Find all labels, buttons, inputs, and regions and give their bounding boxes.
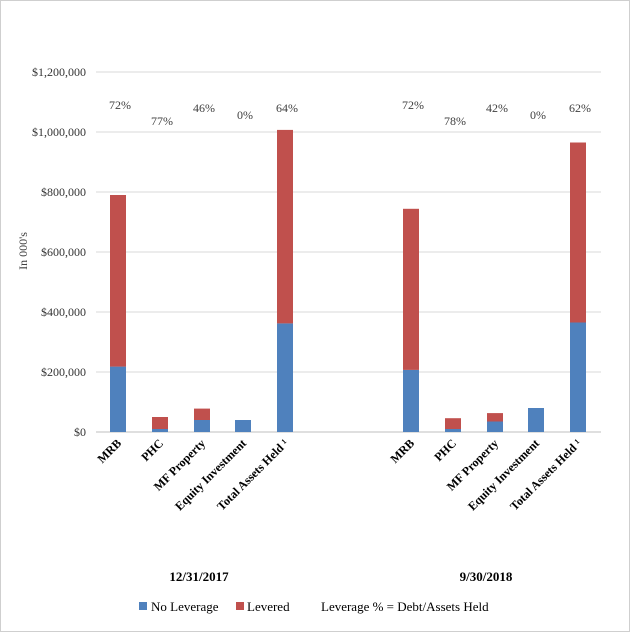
bar-no-leverage (110, 366, 126, 432)
bar-no-leverage (403, 369, 419, 432)
x-tick-label: Total Assets Held ¹ (214, 436, 291, 513)
bar-levered (487, 413, 503, 422)
bar-levered (570, 142, 586, 323)
leverage-label: 78% (444, 114, 466, 128)
bar-no-leverage (487, 421, 503, 432)
bar-levered (110, 195, 126, 367)
x-tick-label: PHC (138, 436, 166, 464)
leverage-label: 0% (530, 108, 546, 122)
x-tick-label: PHC (431, 436, 459, 464)
leverage-label: 77% (151, 114, 173, 128)
legend-swatch-no-leverage (139, 602, 147, 610)
y-tick-label: $600,000 (41, 245, 86, 259)
bar-no-leverage (528, 408, 544, 432)
y-tick-label: $0 (74, 425, 86, 439)
bar-levered (445, 418, 461, 429)
y-tick-label: $1,200,000 (32, 65, 86, 79)
leverage-label: 72% (402, 98, 424, 112)
x-tick-label: Equity Investment (172, 436, 249, 513)
leverage-label: 72% (109, 98, 131, 112)
leverage-label: 46% (193, 101, 215, 115)
leverage-label: 42% (486, 101, 508, 115)
group-label-2017: 12/31/2017 (169, 569, 229, 584)
x-tick-label: Total Assets Held ¹ (507, 436, 584, 513)
legend-label-no-leverage: No Leverage (151, 599, 219, 614)
group-label-2018: 9/30/2018 (460, 569, 513, 584)
legend: No Leverage Levered Leverage % = Debt/As… (139, 599, 489, 614)
bars (110, 129, 586, 432)
bar-levered (277, 129, 293, 324)
bar-no-leverage (445, 429, 461, 432)
bar-levered (152, 417, 168, 429)
bar-levered (403, 208, 419, 370)
y-tick-label: $1,000,000 (32, 125, 86, 139)
legend-swatch-levered (236, 602, 244, 610)
x-tick-label: MRB (387, 436, 417, 466)
x-tick-label: MRB (94, 436, 124, 466)
leverage-label: 0% (237, 108, 253, 122)
bar-no-leverage (194, 420, 210, 432)
legend-label-levered: Levered (247, 599, 290, 614)
legend-note: Leverage % = Debt/Assets Held (321, 599, 489, 614)
leverage-label: 64% (276, 101, 298, 115)
bar-no-leverage (570, 322, 586, 432)
bar-no-leverage (152, 429, 168, 432)
y-axis-label: In 000's (16, 232, 30, 270)
leverage-label: 62% (569, 101, 591, 115)
y-tick-label: $400,000 (41, 305, 86, 319)
bar-no-leverage (277, 323, 293, 432)
x-tick-label: Equity Investment (465, 436, 542, 513)
y-tick-label: $200,000 (41, 365, 86, 379)
y-tick-label: $800,000 (41, 185, 86, 199)
bar-levered (194, 408, 210, 420)
bar-no-leverage (235, 420, 251, 432)
gridlines (96, 71, 601, 433)
